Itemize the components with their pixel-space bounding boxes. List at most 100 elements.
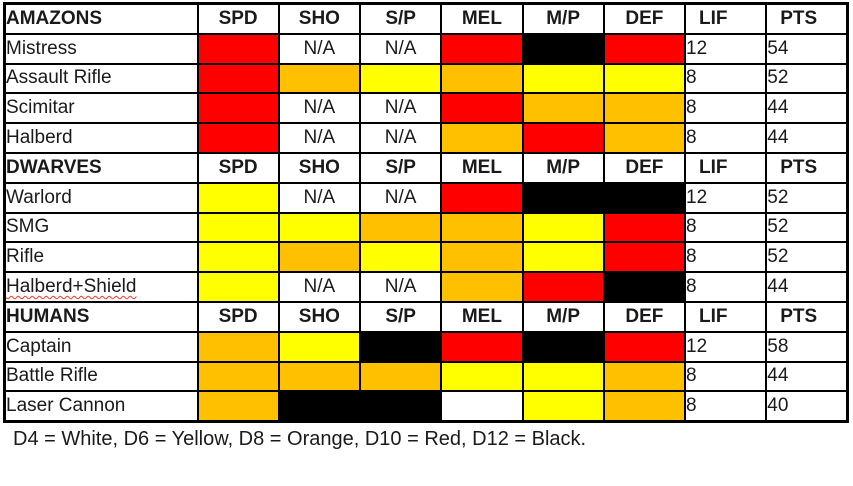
unit-name-text: Captain xyxy=(6,335,72,357)
lif-value: 8 xyxy=(683,271,768,303)
dice-cell-yellow xyxy=(196,181,280,214)
dice-cell-red xyxy=(602,211,687,244)
na-cell: N/A xyxy=(277,122,362,154)
dice-cell-yellow xyxy=(277,211,362,244)
dice-legend: D4 = White, D6 = Yellow, D8 = Orange, D1… xyxy=(13,428,587,451)
dice-cell-red xyxy=(440,330,524,363)
unit-name-text: Assault Rifle xyxy=(6,67,112,89)
column-header-def: DEF xyxy=(602,2,687,35)
unit-name-cell: Scimitar xyxy=(3,92,199,125)
unit-stats-table: AMAZONS SPD SHO S/P MEL M/P DEF LIF PTS Mistress N… xyxy=(3,2,849,424)
unit-name-cell: Warlord xyxy=(3,181,199,214)
na-cell: N/A xyxy=(277,181,362,214)
column-header-mel: MEL xyxy=(440,2,524,35)
column-header-spd: SPD xyxy=(196,300,280,333)
lif-value: 12 xyxy=(683,181,768,214)
dice-cell-yellow xyxy=(196,241,280,274)
dice-cell-yellow xyxy=(521,360,605,393)
dice-cell-orange xyxy=(521,92,605,125)
pts-value: 52 xyxy=(765,211,849,244)
unit-stats-table-body: AMAZONS SPD SHO S/P MEL M/P DEF LIF PTS Mistress N… xyxy=(3,2,849,423)
column-header-spd: SPD xyxy=(196,151,280,184)
na-cell: N/A xyxy=(358,181,443,214)
dice-cell-orange xyxy=(196,330,280,363)
dice-cell-yellow xyxy=(521,241,605,274)
dice-cell-black xyxy=(602,271,687,303)
section-header-row: AMAZONS SPD SHO S/P MEL M/P DEF LIF PTS xyxy=(3,2,849,35)
unit-name-text: Warlord xyxy=(6,186,72,208)
dice-cell-orange xyxy=(440,122,524,154)
unit-name-text: Rifle xyxy=(6,246,45,268)
unit-name-cell: Captain xyxy=(3,330,199,363)
pts-value: 52 xyxy=(765,241,849,274)
unit-name-text: Halberd+Shield xyxy=(6,276,137,298)
unit-row-assault-rifle: Assault Rifle 8 52 xyxy=(3,62,849,95)
unit-row-captain: Captain 12 58 xyxy=(3,330,849,363)
unit-name-text: SMG xyxy=(6,216,50,238)
column-header-s-p: S/P xyxy=(358,2,443,35)
unit-name-text: Battle Rifle xyxy=(6,365,98,387)
dice-cell-orange xyxy=(602,122,687,154)
column-header-spd: SPD xyxy=(196,2,280,35)
unit-name-cell: SMG xyxy=(3,211,199,244)
dice-cell-red xyxy=(196,62,280,95)
column-header-sho: SHO xyxy=(277,151,362,184)
dice-cell-orange xyxy=(602,92,687,125)
column-header-sho: SHO xyxy=(277,300,362,333)
column-header-def: DEF xyxy=(602,300,687,333)
unit-name-cell: Battle Rifle xyxy=(3,360,199,393)
dice-cell-red xyxy=(440,92,524,125)
unit-name-cell: Laser Cannon xyxy=(3,390,199,423)
dice-cell-orange xyxy=(358,360,443,393)
pts-value: 52 xyxy=(765,62,849,95)
dice-cell-yellow xyxy=(196,271,280,303)
dice-cell-red xyxy=(196,32,280,65)
unit-name-text: Scimitar xyxy=(6,97,75,119)
column-header-lif: LIF xyxy=(683,2,768,35)
column-header-s-p: S/P xyxy=(358,151,443,184)
column-header-pts: PTS xyxy=(765,2,849,35)
unit-row-smg: SMG 8 52 xyxy=(3,211,849,244)
dice-cell-red xyxy=(602,32,687,65)
dice-cell-white xyxy=(440,390,524,423)
dice-cell-orange xyxy=(440,241,524,274)
unit-name-text: Mistress xyxy=(6,37,77,59)
lif-value: 8 xyxy=(683,122,768,154)
column-header-s-p: S/P xyxy=(358,300,443,333)
na-cell: N/A xyxy=(277,92,362,125)
column-header-def: DEF xyxy=(602,151,687,184)
dice-cell-orange xyxy=(358,211,443,244)
dice-cell-orange xyxy=(277,241,362,274)
dice-cell-red xyxy=(602,330,687,363)
unit-row-warlord: Warlord N/A N/A 12 52 xyxy=(3,181,849,214)
dice-cell-orange xyxy=(602,390,687,423)
pts-value: 58 xyxy=(765,330,849,363)
unit-row-halberd-shield: Halberd+Shield N/A N/A 8 44 xyxy=(3,271,849,303)
column-header-pts: PTS xyxy=(765,151,849,184)
dice-cell-red xyxy=(521,122,605,154)
dice-cell-orange xyxy=(196,360,280,393)
dice-cell-orange xyxy=(440,62,524,95)
column-header-m-p: M/P xyxy=(521,2,605,35)
column-header-pts: PTS xyxy=(765,300,849,333)
na-cell: N/A xyxy=(358,32,443,65)
pts-value: 44 xyxy=(765,360,849,393)
na-cell: N/A xyxy=(277,271,362,303)
column-header-m-p: M/P xyxy=(521,300,605,333)
dice-cell-red xyxy=(196,122,280,154)
unit-row-halberd: Halberd N/A N/A 8 44 xyxy=(3,122,849,154)
column-header-lif: LIF xyxy=(683,151,768,184)
na-cell: N/A xyxy=(358,122,443,154)
lif-value: 8 xyxy=(683,211,768,244)
pts-value: 44 xyxy=(765,122,849,154)
dice-cell-black xyxy=(277,390,362,423)
dice-cell-black xyxy=(521,330,605,363)
column-header-m-p: M/P xyxy=(521,151,605,184)
unit-row-battle-rifle: Battle Rifle 8 44 xyxy=(3,360,849,393)
dice-cell-orange xyxy=(602,360,687,393)
unit-name-cell: Halberd xyxy=(3,122,199,154)
unit-name-text: Laser Cannon xyxy=(6,395,126,417)
dice-cell-orange xyxy=(196,390,280,423)
pts-value: 44 xyxy=(765,92,849,125)
